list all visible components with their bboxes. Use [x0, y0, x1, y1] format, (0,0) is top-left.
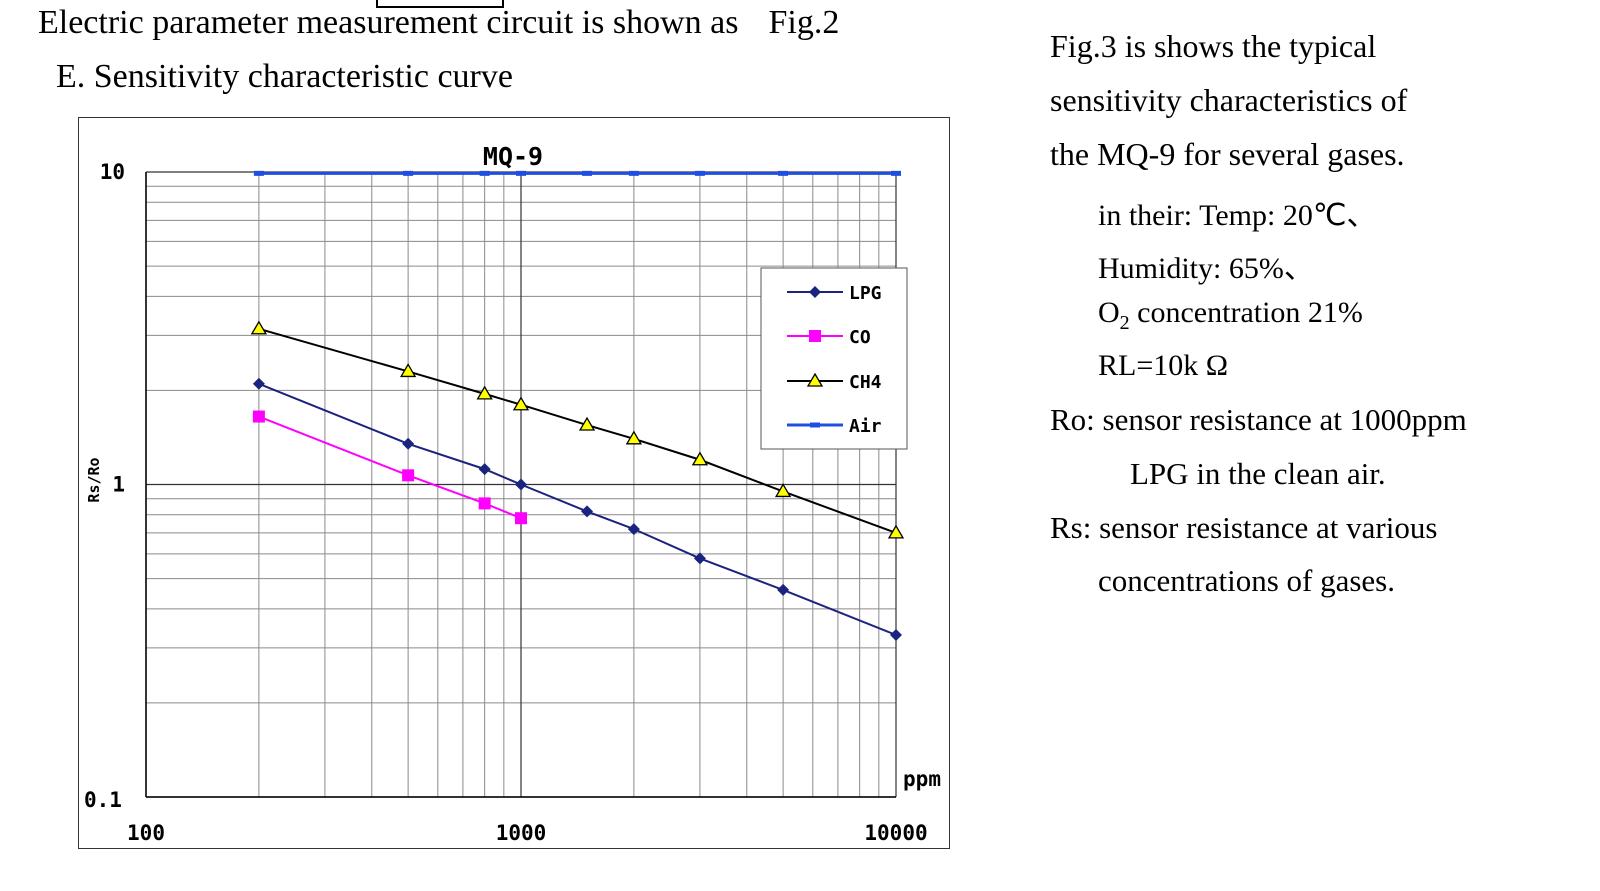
desc-ro-line-2: LPG in the clean air.	[1130, 456, 1386, 491]
chart-legend: LPG CO CH4 Air	[760, 267, 908, 450]
data-point	[402, 469, 415, 482]
legend-label: Air	[849, 416, 882, 437]
data-point	[478, 463, 491, 476]
data-point	[402, 437, 415, 450]
x-tick-label: 100	[127, 821, 165, 845]
data-point	[253, 170, 264, 176]
chart-frame	[78, 117, 950, 849]
y-tick-label: 10	[100, 160, 125, 184]
data-point	[806, 372, 824, 387]
data-point	[809, 330, 821, 342]
desc-line-1: Fig.3 is shows the typical	[1050, 28, 1377, 64]
chart-title: MQ-9	[483, 142, 543, 171]
data-point	[515, 478, 527, 491]
data-point	[476, 385, 493, 400]
legend-box	[760, 267, 908, 450]
data-point	[578, 416, 596, 431]
data-point	[809, 286, 821, 298]
desc-o2: O2 concentration 21%	[1098, 296, 1363, 335]
y-axis-label: Rs/Ro	[85, 457, 103, 502]
legend-label: LPG	[849, 283, 882, 304]
desc-line-2: sensitivity characteristics of	[1050, 82, 1408, 118]
data-point	[512, 396, 530, 411]
y-tick-label: 0.1	[84, 788, 122, 812]
data-point	[810, 422, 820, 428]
data-point	[774, 483, 792, 498]
data-point	[581, 505, 594, 518]
desc-rs-line-2: concentrations of gases.	[1098, 563, 1395, 598]
top-box-fragment	[376, 0, 504, 8]
series-co	[252, 410, 527, 525]
series-line	[258, 415, 522, 520]
data-point	[582, 170, 593, 176]
data-point	[694, 170, 705, 176]
data-point	[516, 170, 526, 176]
o2-suffix: concentration 21%	[1129, 296, 1363, 329]
desc-rs-line-1: Rs: sensor resistance at various	[1050, 510, 1438, 545]
data-point	[890, 628, 902, 641]
data-point	[252, 377, 265, 390]
data-point	[628, 170, 639, 176]
data-point	[478, 497, 491, 510]
data-point	[777, 583, 790, 596]
desc-temp: in their: Temp: 20℃、	[1098, 199, 1377, 232]
o2-prefix: O	[1098, 296, 1120, 329]
heading: Electric parameter measurement circuit i…	[38, 4, 839, 42]
desc-ro-line-1: Ro: sensor resistance at 1000ppm	[1050, 402, 1467, 437]
heading-fig-ref: Fig.2	[768, 4, 840, 41]
y-tick-label: 1	[112, 473, 125, 497]
data-point	[515, 512, 527, 525]
data-point	[778, 170, 789, 176]
desc-rl: RL=10k Ω	[1098, 349, 1229, 382]
desc-humidity: Humidity: 65%、	[1098, 252, 1314, 285]
data-point	[887, 524, 905, 539]
series-lpg	[252, 377, 902, 641]
desc-line-3: the MQ-9 for several gases.	[1050, 136, 1405, 172]
data-point	[891, 170, 901, 176]
data-point	[693, 552, 706, 565]
data-point	[479, 170, 490, 176]
x-axis-label: ppm	[903, 767, 941, 791]
data-point	[399, 363, 417, 378]
o2-subscript: 2	[1119, 312, 1130, 334]
heading-text: Electric parameter measurement circuit i…	[38, 4, 739, 41]
section-subheading: E. Sensitivity characteristic curve	[56, 58, 513, 95]
series-ch4	[250, 320, 905, 539]
x-tick-label: 1000	[496, 821, 547, 845]
legend-label: CO	[849, 327, 871, 348]
x-tick-label: 10000	[864, 821, 927, 845]
legend-label: CH4	[849, 372, 882, 393]
data-point	[250, 320, 268, 335]
series-air	[253, 170, 901, 176]
data-point	[691, 451, 709, 466]
data-point	[627, 523, 640, 536]
data-point	[403, 170, 414, 176]
data-point	[252, 410, 265, 423]
data-point	[625, 430, 643, 445]
